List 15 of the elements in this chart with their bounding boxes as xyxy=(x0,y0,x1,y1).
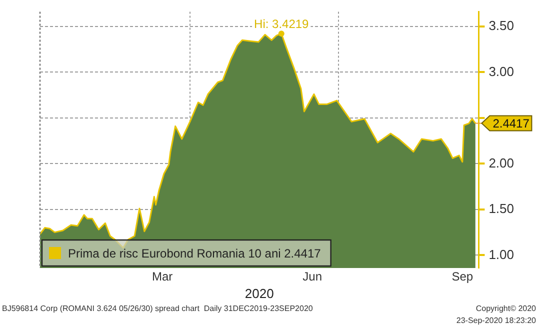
y-tick-label: 1.00 xyxy=(488,246,514,262)
text: 23-Sep-2020 18:23:20 xyxy=(456,316,537,325)
x-tick-label: Sep xyxy=(452,270,474,284)
x-tick-label: Mar xyxy=(152,270,173,284)
x-axis-title: 2020 xyxy=(244,286,274,301)
text: BJ596814 Corp (ROMANI 3.624 05/26/30) spread chart Daily 31DEC2019-23SEP2020 xyxy=(2,304,314,313)
annotation: Hi: 3.4219 xyxy=(254,16,310,31)
x-tick-label: Jun xyxy=(302,270,322,284)
y-tick-label: 3.00 xyxy=(488,64,514,79)
legend-label: Prima de risc Eurobond Romania 10 ani 2.4417 xyxy=(68,246,322,260)
text: Copyright© 2020 xyxy=(476,304,537,313)
y-tick-label: 3.50 xyxy=(488,18,514,34)
y-tick-label: 2.00 xyxy=(488,155,514,170)
y-tick-label: 1.50 xyxy=(488,201,514,216)
annotation: 2.4417 xyxy=(492,116,530,131)
